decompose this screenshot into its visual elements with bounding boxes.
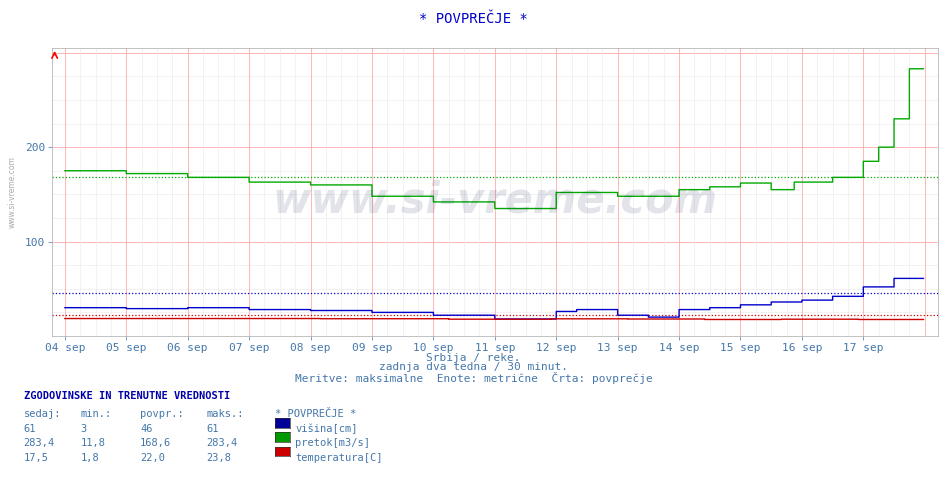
Text: 168,6: 168,6 [140,438,171,448]
Text: 1,8: 1,8 [80,453,99,463]
Text: zadnja dva tedna / 30 minut.: zadnja dva tedna / 30 minut. [379,362,568,372]
Text: pretok[m3/s]: pretok[m3/s] [295,438,370,448]
Text: povpr.:: povpr.: [140,409,184,420]
Text: 3: 3 [80,424,87,434]
Text: maks.:: maks.: [206,409,244,420]
Text: www.si-vreme.com: www.si-vreme.com [273,180,717,222]
Text: 61: 61 [24,424,36,434]
Text: 46: 46 [140,424,152,434]
Text: * POVPREČJE *: * POVPREČJE * [275,409,356,420]
Text: 17,5: 17,5 [24,453,48,463]
Text: 23,8: 23,8 [206,453,231,463]
Text: 283,4: 283,4 [24,438,55,448]
Text: sedaj:: sedaj: [24,409,62,420]
Text: Srbija / reke.: Srbija / reke. [426,353,521,363]
Text: 22,0: 22,0 [140,453,165,463]
Text: Meritve: maksimalne  Enote: metrične  Črta: povprečje: Meritve: maksimalne Enote: metrične Črta… [295,372,652,384]
Text: 283,4: 283,4 [206,438,238,448]
Text: višina[cm]: višina[cm] [295,424,358,434]
Text: 11,8: 11,8 [80,438,105,448]
Text: * POVPREČJE *: * POVPREČJE * [420,12,527,26]
Text: temperatura[C]: temperatura[C] [295,453,383,463]
Text: min.:: min.: [80,409,112,420]
Text: ZGODOVINSKE IN TRENUTNE VREDNOSTI: ZGODOVINSKE IN TRENUTNE VREDNOSTI [24,391,230,401]
Text: 61: 61 [206,424,219,434]
Text: www.si-vreme.com: www.si-vreme.com [8,156,17,228]
